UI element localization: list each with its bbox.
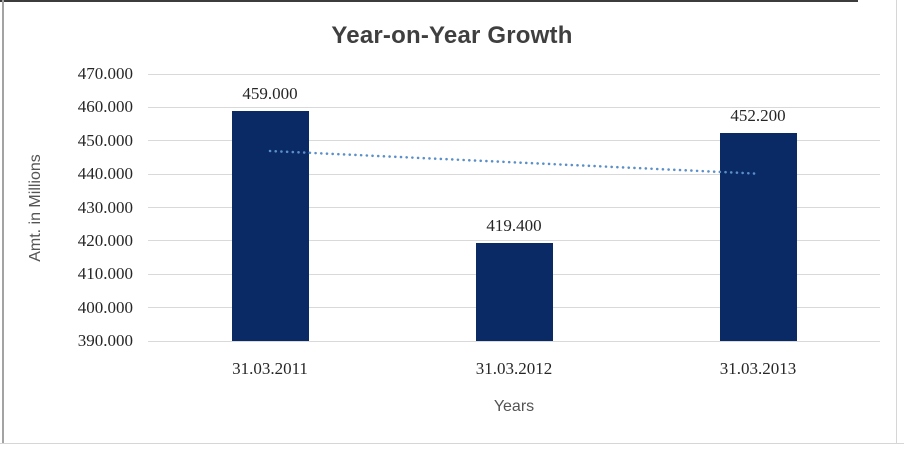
gridline <box>148 140 880 142</box>
y-tick-label: 460.000 <box>77 97 133 117</box>
frame-left-border <box>2 0 4 444</box>
y-tick-label: 440.000 <box>77 164 133 184</box>
x-category-label: 31.03.2011 <box>232 359 308 378</box>
x-category-label: 31.03.2012 <box>475 359 553 378</box>
y-tick-label: 390.000 <box>77 331 133 350</box>
data-label: 452.200 <box>730 106 786 126</box>
bar-31.03.2011 <box>231 110 309 341</box>
bar-31.03.2013 <box>719 133 797 341</box>
y-tick-label: 470.000 <box>77 64 133 83</box>
gridline <box>148 207 880 208</box>
frame-top-border <box>0 0 858 2</box>
gridline <box>148 106 880 108</box>
data-label: 419.400 <box>486 215 542 235</box>
x-axis-title: Years <box>493 398 535 415</box>
chart-title: Year-on-Year Growth <box>331 22 573 49</box>
y-tick-label: 420.000 <box>77 230 133 250</box>
bar-31.03.2012 <box>475 242 553 341</box>
y-tick-label: 430.000 <box>77 197 133 217</box>
plot-area: 459.000 31.03.2011 419.400 31.03.2012 452.20… <box>148 73 880 378</box>
frame-bottom-border <box>0 443 904 444</box>
gridline <box>148 240 880 242</box>
gridline <box>148 340 880 342</box>
y-tick-label: 410.000 <box>77 264 133 284</box>
x-category-label: 31.03.2013 <box>719 359 797 378</box>
y-tick-label: 450.000 <box>77 130 133 150</box>
gridline <box>148 73 880 75</box>
y-tick-label: 400.000 <box>77 297 133 317</box>
frame-right-border <box>896 0 897 444</box>
data-label: 459.000 <box>242 83 298 103</box>
gridline <box>148 173 880 175</box>
trendline <box>268 149 760 175</box>
